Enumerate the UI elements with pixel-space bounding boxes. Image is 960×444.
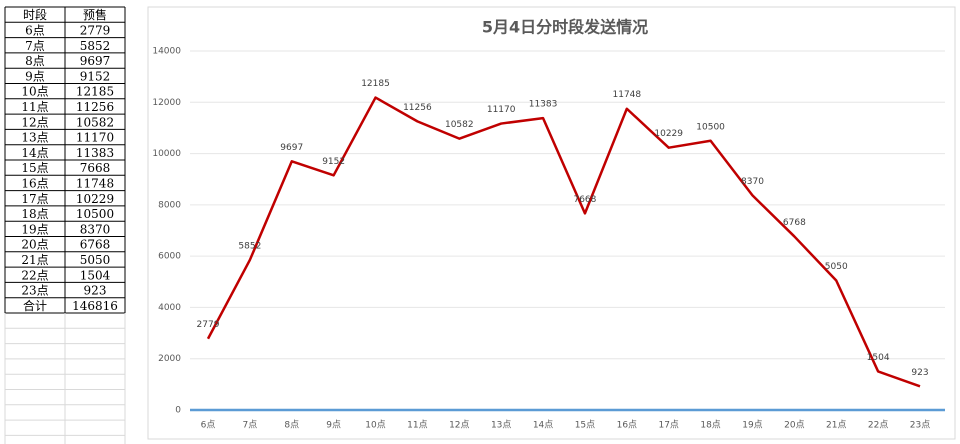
data-label: 12185 (361, 79, 390, 89)
table-cell: 16点 (21, 176, 48, 190)
x-tick-label: 22点 (868, 420, 888, 431)
chart-title: 5月4日分时段发送情况 (482, 18, 648, 37)
table-cell: 9点 (25, 69, 45, 83)
y-tick-label: 6000 (158, 252, 181, 262)
table-cell: 10229 (76, 192, 114, 206)
x-tick-label: 8点 (284, 420, 299, 431)
y-tick-label: 10000 (152, 149, 181, 159)
x-tick-label: 9点 (326, 420, 341, 431)
data-label: 11748 (613, 90, 642, 100)
table-cell: 11点 (21, 100, 48, 114)
data-label: 8370 (741, 177, 764, 187)
data-label: 11170 (487, 105, 516, 115)
table-cell: 14点 (21, 146, 48, 160)
x-tick-label: 14点 (533, 420, 553, 431)
table-cell: 12185 (76, 85, 114, 99)
x-tick-label: 16点 (617, 420, 637, 431)
table-cell: 11748 (76, 176, 114, 190)
y-tick-label: 14000 (152, 47, 181, 57)
data-label: 5050 (825, 262, 848, 272)
table-cell: 11170 (76, 131, 114, 145)
data-label: 6768 (783, 218, 806, 228)
table-cell: 8点 (25, 54, 45, 68)
table-cell: 5050 (80, 253, 111, 267)
table-cell: 21点 (21, 253, 48, 267)
x-tick-label: 19点 (742, 420, 762, 431)
table-cell: 合计 (23, 298, 47, 313)
data-label: 1504 (867, 353, 890, 363)
table-cell: 时段 (23, 7, 47, 22)
data-label: 10229 (654, 129, 683, 139)
table-cell: 10582 (76, 115, 114, 129)
table-cell: 11383 (76, 146, 114, 160)
x-tick-label: 13点 (491, 420, 511, 431)
x-tick-label: 17点 (658, 420, 678, 431)
x-tick-label: 21点 (826, 420, 846, 431)
chart-frame (147, 6, 956, 440)
table-cell: 10500 (76, 207, 114, 221)
table-cell: 9152 (80, 69, 111, 83)
table-cell: 预售 (83, 7, 107, 22)
data-label: 2779 (197, 320, 220, 330)
x-tick-label: 20点 (784, 420, 804, 431)
table-cell: 15点 (21, 161, 48, 175)
table-cell: 6点 (25, 23, 45, 37)
data-label: 9697 (280, 143, 303, 153)
data-label: 11256 (403, 103, 432, 113)
x-tick-label: 10点 (365, 420, 385, 431)
table-cell: 20点 (21, 238, 48, 252)
y-tick-label: 0 (175, 406, 181, 416)
data-label: 11383 (529, 100, 558, 110)
data-line (206, 96, 921, 388)
table-cell: 5852 (80, 39, 111, 53)
table-cell: 7点 (25, 39, 45, 53)
table-cell: 6768 (80, 238, 111, 252)
table-cell: 10点 (21, 85, 48, 99)
table-cell: 2779 (80, 23, 111, 37)
x-tick-label: 7点 (243, 420, 258, 431)
table-cell: 923 (84, 284, 107, 298)
table-cell: 1504 (80, 268, 111, 282)
table-cell: 13点 (21, 131, 48, 145)
x-tick-label: 23点 (910, 420, 930, 431)
table-cell: 18点 (21, 207, 48, 221)
data-label: 5852 (238, 241, 261, 251)
table-cell: 23点 (21, 284, 48, 298)
table-cell: 22点 (21, 268, 48, 282)
table-cell: 17点 (21, 192, 48, 206)
x-tick-label: 11点 (407, 420, 427, 431)
x-tick-label: 18点 (700, 420, 720, 431)
data-label: 10582 (445, 120, 474, 130)
data-label: 9152 (322, 157, 345, 167)
y-tick-label: 4000 (158, 303, 181, 313)
y-tick-label: 8000 (158, 200, 181, 210)
x-tick-label: 12点 (449, 420, 469, 431)
table-cell: 7668 (80, 161, 111, 175)
y-tick-label: 2000 (158, 354, 181, 364)
x-tick-label: 6点 (201, 420, 216, 431)
table-cell: 9697 (80, 54, 111, 68)
data-label: 7668 (573, 195, 596, 205)
data-label: 923 (911, 368, 928, 378)
y-tick-label: 12000 (152, 98, 181, 108)
table-cell: 146816 (72, 299, 118, 313)
table-cell: 8370 (80, 222, 111, 236)
table-cell: 11256 (76, 100, 114, 114)
x-tick-label: 15点 (575, 420, 595, 431)
table-cell: 12点 (21, 115, 48, 129)
data-label: 10500 (696, 122, 725, 132)
table-cell: 19点 (21, 222, 48, 236)
